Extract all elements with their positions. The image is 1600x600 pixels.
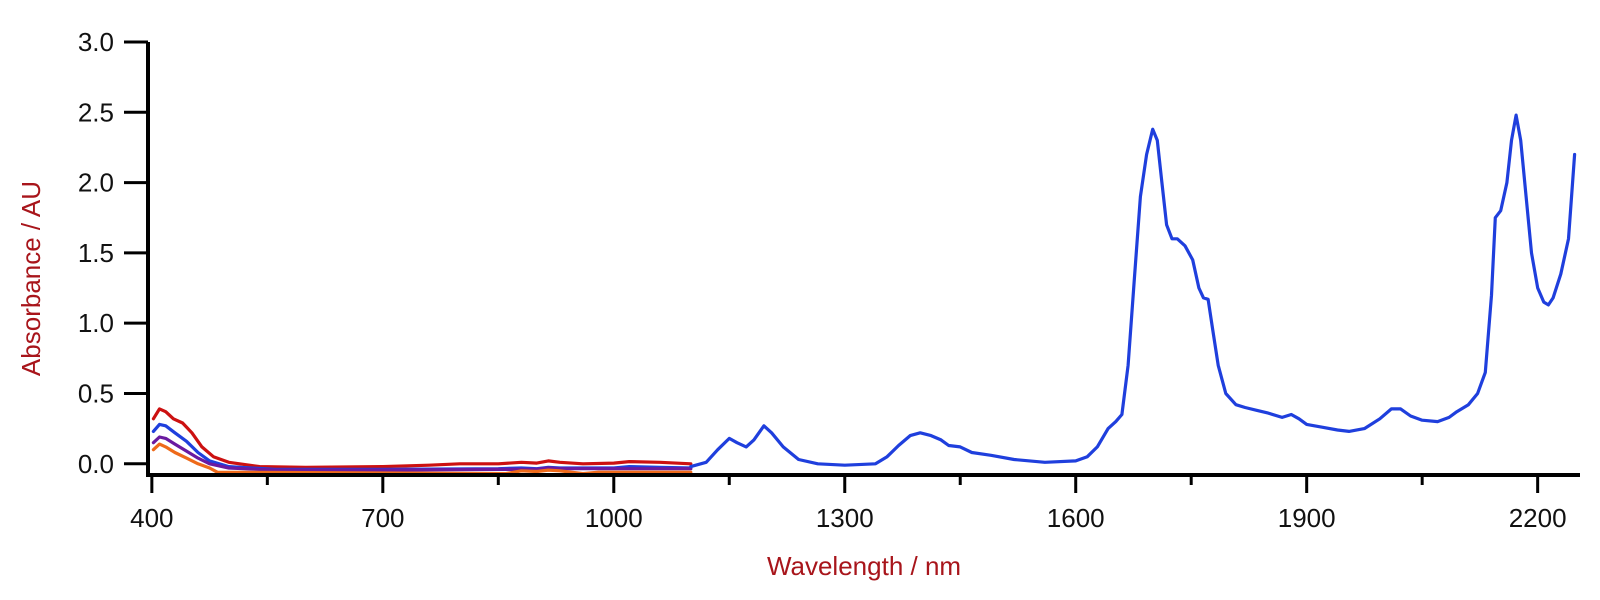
y-tick-label: 2.0 bbox=[78, 168, 114, 198]
x-tick-label: 700 bbox=[361, 503, 404, 533]
x-tick-label: 1300 bbox=[816, 503, 874, 533]
spectrum-series-line-3 bbox=[151, 435, 693, 472]
x-axis-title: Wavelength / nm bbox=[767, 551, 961, 581]
spectrum-series-line-1 bbox=[151, 407, 693, 469]
y-tick-label: 0.5 bbox=[78, 378, 114, 408]
y-tick-label: 1.5 bbox=[78, 238, 114, 268]
axes-layer bbox=[146, 42, 1580, 477]
y-tick-label: 1.0 bbox=[78, 308, 114, 338]
ticks-layer: 0.0 0.5 1.0 1.5 2.0 2.5 3.0 400 700 1000 1300 1600 1… bbox=[78, 27, 1567, 533]
x-tick-label: 1600 bbox=[1047, 503, 1105, 533]
y-tick-label: 2.5 bbox=[78, 97, 114, 127]
y-axis-title: Absorbance / AU bbox=[16, 181, 46, 376]
x-tick-label: 2200 bbox=[1509, 503, 1567, 533]
x-tick-label: 1900 bbox=[1278, 503, 1336, 533]
spectrum-series-line-4 bbox=[151, 442, 693, 476]
spectrum-series-line-5 bbox=[689, 113, 1577, 469]
x-tick-label: 1000 bbox=[585, 503, 643, 533]
series-layer bbox=[151, 113, 1577, 476]
y-tick-label: 0.0 bbox=[78, 449, 114, 479]
y-tick-label: 3.0 bbox=[78, 27, 114, 57]
x-tick-label: 400 bbox=[130, 503, 173, 533]
